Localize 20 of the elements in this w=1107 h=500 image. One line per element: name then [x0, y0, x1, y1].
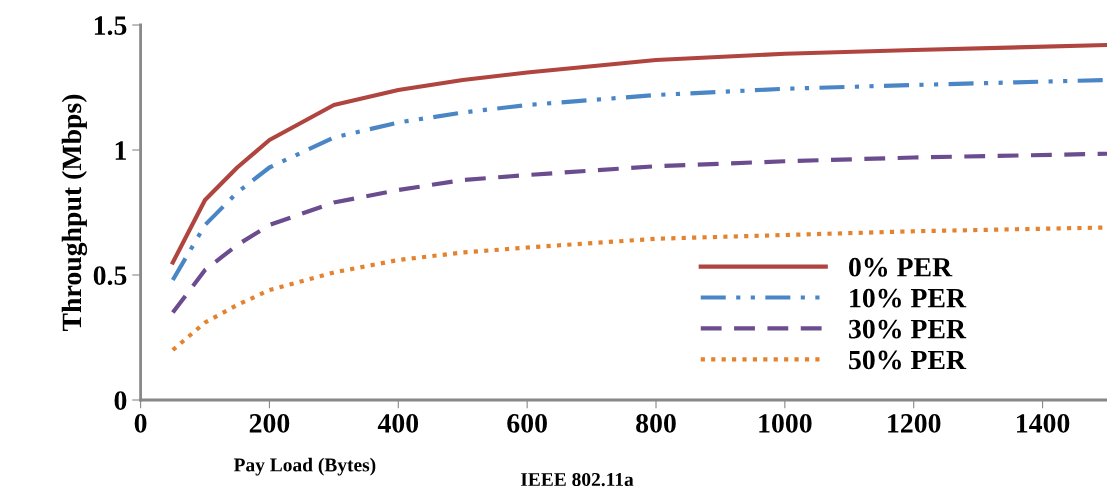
- legend-label: 10% PER: [850, 288, 967, 308]
- x-tick-label: 1200: [888, 414, 941, 433]
- x-tick-label: 600: [507, 414, 547, 433]
- x-tick-label: 800: [636, 414, 676, 433]
- y-tick-label: 0.5: [93, 266, 127, 286]
- x-tick-label: 400: [377, 414, 419, 433]
- legend-label: 50% PER: [849, 350, 967, 370]
- y-axis-title: Throughput (Mbps): [61, 94, 88, 332]
- x-axis-title: Pay Load (Bytes): [233, 457, 376, 476]
- line-series: [170, 151, 1107, 315]
- x-tick-label: 0: [134, 414, 147, 433]
- y-tick-label: 1.5: [94, 16, 127, 36]
- legend-label: 30% PER: [849, 319, 967, 339]
- text: IEEE 802.11a: [520, 472, 634, 487]
- x-tick-label: 1400: [1017, 414, 1070, 433]
- x-tick-label: 200: [249, 414, 290, 433]
- y-tick-label: 0: [114, 391, 127, 410]
- x-tick-label: 1000: [759, 414, 812, 433]
- y-tick-label: 1: [115, 141, 126, 160]
- legend-label: 0% PER: [849, 257, 953, 277]
